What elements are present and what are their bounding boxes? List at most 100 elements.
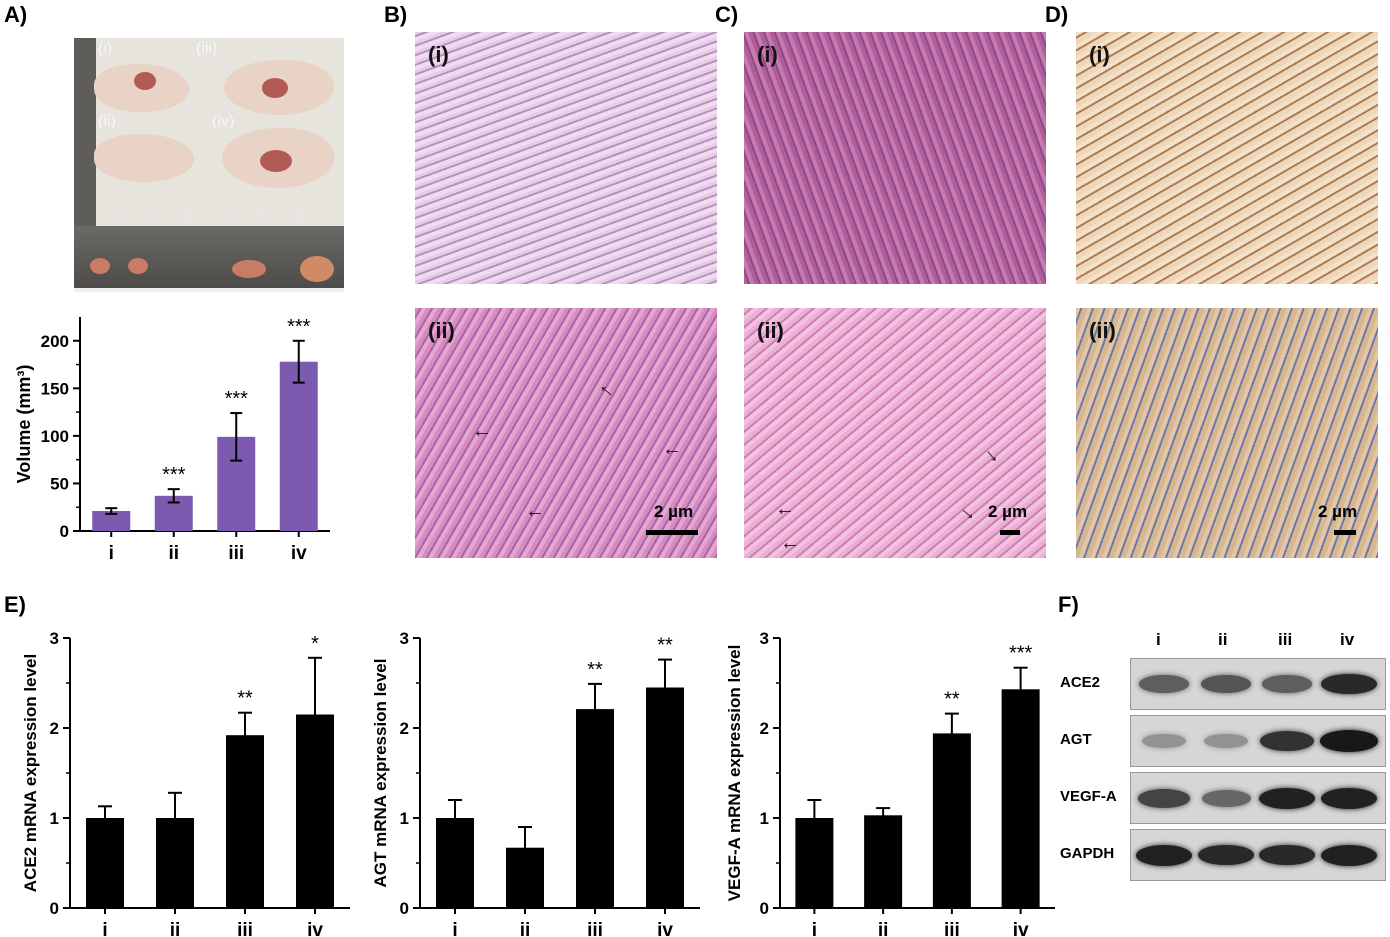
stain-label-ii: (ii) bbox=[757, 318, 784, 343]
x-tick-label: iii bbox=[587, 920, 603, 937]
excised-tumor bbox=[90, 258, 110, 274]
y-tick-label: 200 bbox=[41, 332, 69, 351]
x-tick-label: ii bbox=[168, 543, 179, 564]
y-tick-label: 3 bbox=[760, 629, 769, 648]
scale-bar bbox=[646, 530, 698, 535]
excised-tumor bbox=[128, 258, 148, 274]
blot-band bbox=[1203, 733, 1249, 749]
mouse-ii bbox=[94, 134, 194, 182]
significance-label: *** bbox=[287, 316, 311, 338]
bar bbox=[279, 361, 318, 531]
bar bbox=[86, 818, 124, 908]
arrow-icon: ← bbox=[472, 420, 492, 442]
significance-label: *** bbox=[1009, 643, 1033, 665]
x-tick-label: iii bbox=[944, 920, 960, 937]
ihc-label-i: (i) bbox=[1089, 42, 1110, 67]
ruler-numbers: 1 2 3 4 5 6 7 bbox=[110, 208, 340, 228]
y-tick-label: 0 bbox=[50, 899, 59, 918]
x-tick-label: ii bbox=[520, 920, 531, 937]
blot-band bbox=[1320, 730, 1378, 752]
x-tick-label: ii bbox=[170, 920, 181, 937]
y-tick-label: 3 bbox=[50, 629, 59, 648]
blot-band bbox=[1141, 733, 1187, 749]
x-tick-label: iv bbox=[307, 920, 323, 937]
bar bbox=[226, 735, 264, 908]
y-tick-label: 1 bbox=[50, 809, 59, 828]
scale-label: 2 µm bbox=[1318, 502, 1358, 521]
panel-letter-f: F) bbox=[1058, 592, 1079, 617]
y-tick-label: 1 bbox=[400, 809, 409, 828]
he-micrograph-i bbox=[415, 32, 717, 284]
significance-label: * bbox=[311, 633, 319, 655]
ihc-label-ii: (ii) bbox=[1089, 318, 1116, 343]
blot-band bbox=[1320, 787, 1378, 809]
mouse-tumor-photo: (i) (iii) (ii) (iv) 1 2 3 4 5 6 7 bbox=[74, 38, 344, 292]
blot-band bbox=[1200, 675, 1252, 693]
ruler-number: 6 bbox=[294, 208, 304, 225]
x-tick-label: iv bbox=[291, 543, 307, 564]
y-tick-label: 100 bbox=[41, 427, 69, 446]
y-tick-label: 2 bbox=[50, 719, 59, 738]
y-tick-label: 0 bbox=[60, 522, 69, 541]
ruler-number: 3 bbox=[183, 208, 193, 225]
y-tick-label: 0 bbox=[400, 899, 409, 918]
blot-row-label: VEGF-A bbox=[1060, 788, 1117, 805]
excised-tumor bbox=[232, 260, 266, 278]
y-tick-label: 0 bbox=[760, 899, 769, 918]
stain-label-i: (i) bbox=[757, 42, 778, 67]
y-tick-label: 50 bbox=[50, 474, 69, 493]
blot-band bbox=[1321, 673, 1377, 695]
bar bbox=[1001, 689, 1040, 908]
significance-label: *** bbox=[162, 464, 186, 486]
blot-band bbox=[1135, 844, 1193, 866]
lane-label-ii: ii bbox=[1218, 630, 1228, 649]
panel-letter-e: E) bbox=[4, 592, 26, 617]
tumor-tray bbox=[74, 288, 344, 292]
blot-band bbox=[1262, 675, 1312, 693]
scale-label: 2 µm bbox=[654, 502, 694, 521]
lane-label-i: i bbox=[1156, 630, 1161, 649]
x-tick-label: i bbox=[102, 920, 107, 937]
x-tick-label: iv bbox=[657, 920, 673, 937]
he-label-i: (i) bbox=[428, 42, 449, 67]
blot-band bbox=[1198, 844, 1254, 866]
blot-band bbox=[1258, 787, 1316, 809]
excised-tumor bbox=[300, 256, 334, 282]
significance-label: ** bbox=[237, 688, 253, 710]
scale-bar bbox=[1334, 530, 1356, 535]
y-axis-label: Volume (mm³) bbox=[14, 365, 34, 484]
panel-letter-d: D) bbox=[1045, 2, 1069, 27]
y-tick-label: 3 bbox=[400, 629, 409, 648]
blot-row-label: AGT bbox=[1060, 731, 1092, 748]
lane-label-iii: iii bbox=[1278, 630, 1293, 649]
arrow-icon: ← bbox=[525, 500, 545, 522]
ruler-number: 1 bbox=[110, 208, 119, 225]
y-axis-label: ACE2 mRNA expression level bbox=[21, 654, 40, 892]
ruler-number: 2 bbox=[146, 208, 156, 225]
tumor-mark bbox=[262, 78, 288, 98]
panel-letter-c: C) bbox=[715, 2, 739, 27]
significance-label: ** bbox=[944, 689, 960, 711]
x-tick-label: iv bbox=[1013, 920, 1029, 937]
blot-band bbox=[1259, 844, 1315, 866]
panel-letter-a: A) bbox=[4, 2, 28, 27]
x-tick-label: iii bbox=[228, 543, 244, 564]
scale-bar bbox=[1000, 530, 1020, 535]
arrow-icon: ← bbox=[780, 532, 800, 554]
blot-row-label: GAPDH bbox=[1060, 845, 1115, 862]
y-axis-label: AGT mRNA expression level bbox=[371, 659, 390, 888]
y-tick-label: 2 bbox=[760, 719, 769, 738]
tumor-mark bbox=[134, 72, 156, 90]
y-tick-label: 150 bbox=[41, 379, 69, 398]
stain-micrograph-ii bbox=[744, 308, 1046, 558]
photo-label-iii: (iii) bbox=[196, 40, 218, 57]
ruler-bottom bbox=[74, 226, 344, 288]
stain-micrograph-i bbox=[744, 32, 1046, 284]
bar bbox=[646, 687, 684, 908]
x-tick-label: iii bbox=[237, 920, 253, 937]
ruler-number: 4 bbox=[220, 208, 230, 225]
bar bbox=[932, 733, 971, 908]
